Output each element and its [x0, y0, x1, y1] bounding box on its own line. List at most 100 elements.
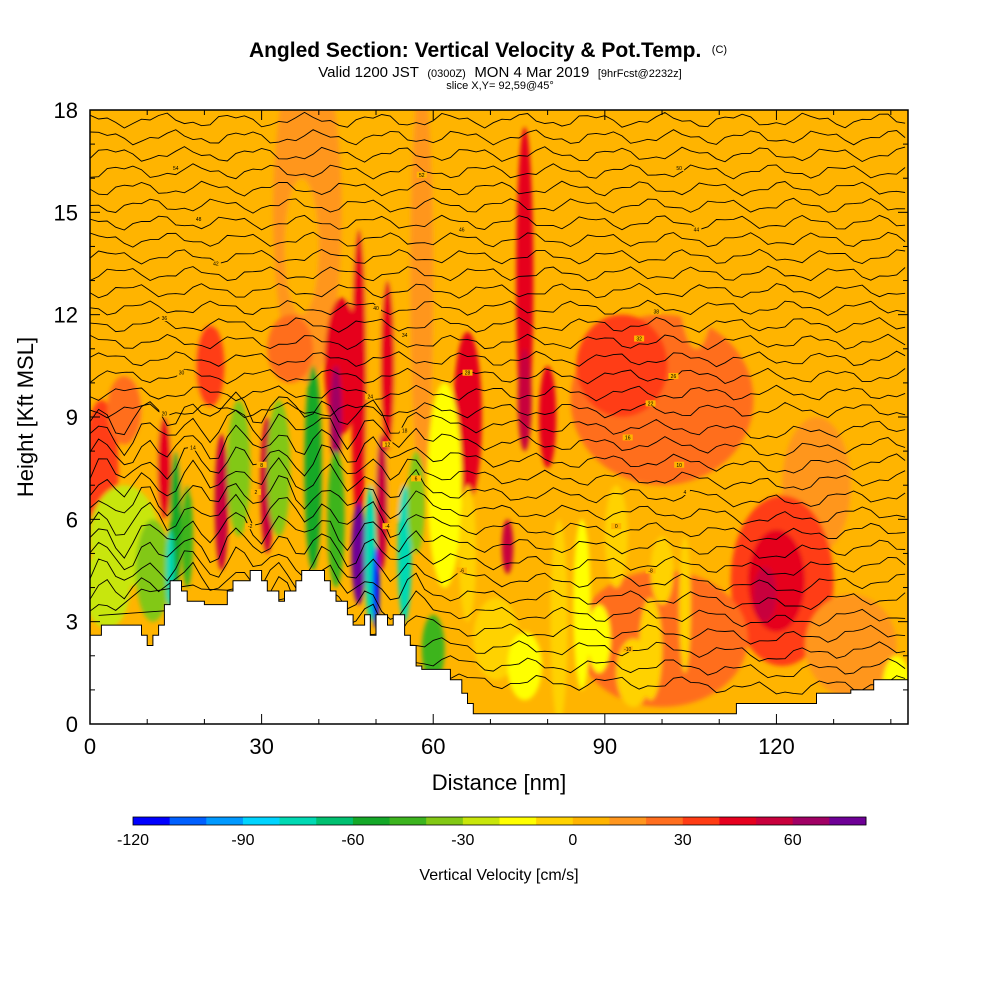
colorbar-swatch [352, 817, 391, 825]
theta-contour [90, 527, 906, 576]
contour-label-bg [159, 410, 170, 417]
contour-label-bg [674, 461, 685, 468]
colorbar-swatch [169, 817, 207, 825]
contour-label: 34 [402, 333, 408, 339]
theta-contour [90, 197, 906, 214]
contour-label: 30 [179, 371, 185, 377]
velocity-cell [679, 536, 691, 673]
theta-contour [90, 475, 906, 525]
contour-label: 38 [654, 309, 660, 315]
theta-contour [398, 667, 906, 695]
chart-title-units: (C) [712, 44, 727, 56]
contour-label: 22 [648, 401, 654, 407]
contour-label-bg [371, 304, 382, 311]
velocity-cell [753, 567, 777, 622]
contour-label-bg [416, 171, 427, 178]
contour-label: 12 [385, 442, 391, 448]
contour-label-bg [187, 444, 198, 451]
velocity-cell [573, 519, 591, 690]
theta-contour [90, 163, 906, 180]
theta-contour [90, 384, 906, 402]
contour-label-bg [691, 226, 702, 233]
velocity-cell [679, 212, 714, 349]
contour-label-bg [382, 441, 393, 448]
x-tick-label: 90 [593, 734, 617, 759]
contour-label: 0 [615, 524, 618, 530]
contour-label-bg [679, 489, 690, 496]
theta-contour [90, 129, 906, 146]
contour-label: 46 [459, 227, 465, 233]
velocity-cell [639, 597, 663, 701]
contour-label: 20 [162, 412, 168, 418]
theta-contour [90, 424, 906, 474]
colorbar-swatch [719, 817, 757, 825]
theta-contour [90, 391, 906, 440]
velocity-cell [376, 434, 388, 571]
chart-title-main: Angled Section: Vertical Velocity & Pot.… [249, 39, 701, 62]
velocity-cell [604, 485, 628, 588]
velocity-cell [604, 110, 640, 281]
x-tick-label: 60 [421, 734, 445, 759]
colorbar-tick-label: -90 [231, 832, 254, 849]
velocity-cell [458, 485, 477, 622]
velocity-cell [351, 229, 367, 537]
velocity-cell [501, 519, 514, 574]
y-tick-label: 15 [54, 200, 78, 225]
contour-label: 44 [694, 227, 700, 233]
theta-contour [90, 493, 906, 542]
theta-contour [90, 409, 906, 457]
colorbar-swatch [389, 817, 427, 825]
contour-label-bg [462, 369, 473, 376]
velocity-cell [372, 546, 380, 629]
contour-label-bg [645, 567, 656, 574]
theta-contour [90, 561, 906, 611]
contour-label: 48 [196, 217, 202, 223]
contour-label: 36 [162, 316, 168, 322]
x-axis-label: Distance [nm] [432, 770, 567, 795]
theta-contour [90, 367, 906, 385]
velocity-cell [421, 614, 445, 684]
contour-label: 26 [671, 374, 677, 380]
theta-contour [90, 350, 906, 368]
colorbar-swatch [572, 817, 610, 825]
subtitle-fcst: [9hrFcst@2232z] [598, 68, 682, 80]
colorbar-swatch [756, 817, 794, 825]
velocity-cell [157, 417, 172, 520]
theta-contour [90, 248, 906, 265]
colorbar-swatch [426, 817, 464, 825]
contour-label-bg [159, 315, 170, 322]
y-axis-label: Height [Kft MSL] [13, 337, 38, 497]
contour-label-bg [193, 216, 204, 223]
velocity-cell [195, 324, 225, 407]
contour-label-bg [456, 226, 467, 233]
colorbar-swatch [133, 817, 171, 825]
colorbar-swatch [279, 817, 317, 825]
colorbar-tick-label: 60 [784, 832, 802, 849]
velocity-cell [707, 110, 754, 315]
contour-label-bg [622, 434, 633, 441]
theta-contour [90, 511, 906, 559]
theta-contour [90, 457, 906, 508]
contour-label: 52 [419, 173, 425, 179]
contour-label-bg [176, 369, 187, 376]
contour-label: 50 [676, 166, 682, 172]
contour-label-bg [611, 523, 622, 530]
contour-label: 4 [684, 490, 687, 496]
subtitle-valid: Valid 1200 JST [318, 64, 419, 81]
x-axis: 0 30 60 90 120 [84, 110, 892, 759]
contour-label-bg [250, 489, 261, 496]
theta-contour [90, 231, 906, 248]
theta-contour [90, 214, 906, 231]
colorbar-swatch [462, 817, 500, 825]
colorbar-swatch [792, 817, 830, 825]
colorbar-tick-label: -30 [451, 832, 474, 849]
velocity-cell [267, 314, 314, 383]
theta-contour [90, 333, 906, 351]
velocity-cell [539, 365, 557, 469]
colorbar-swatch [206, 817, 244, 825]
y-tick-label: 3 [66, 610, 78, 635]
colorbar-frame [132, 816, 867, 826]
